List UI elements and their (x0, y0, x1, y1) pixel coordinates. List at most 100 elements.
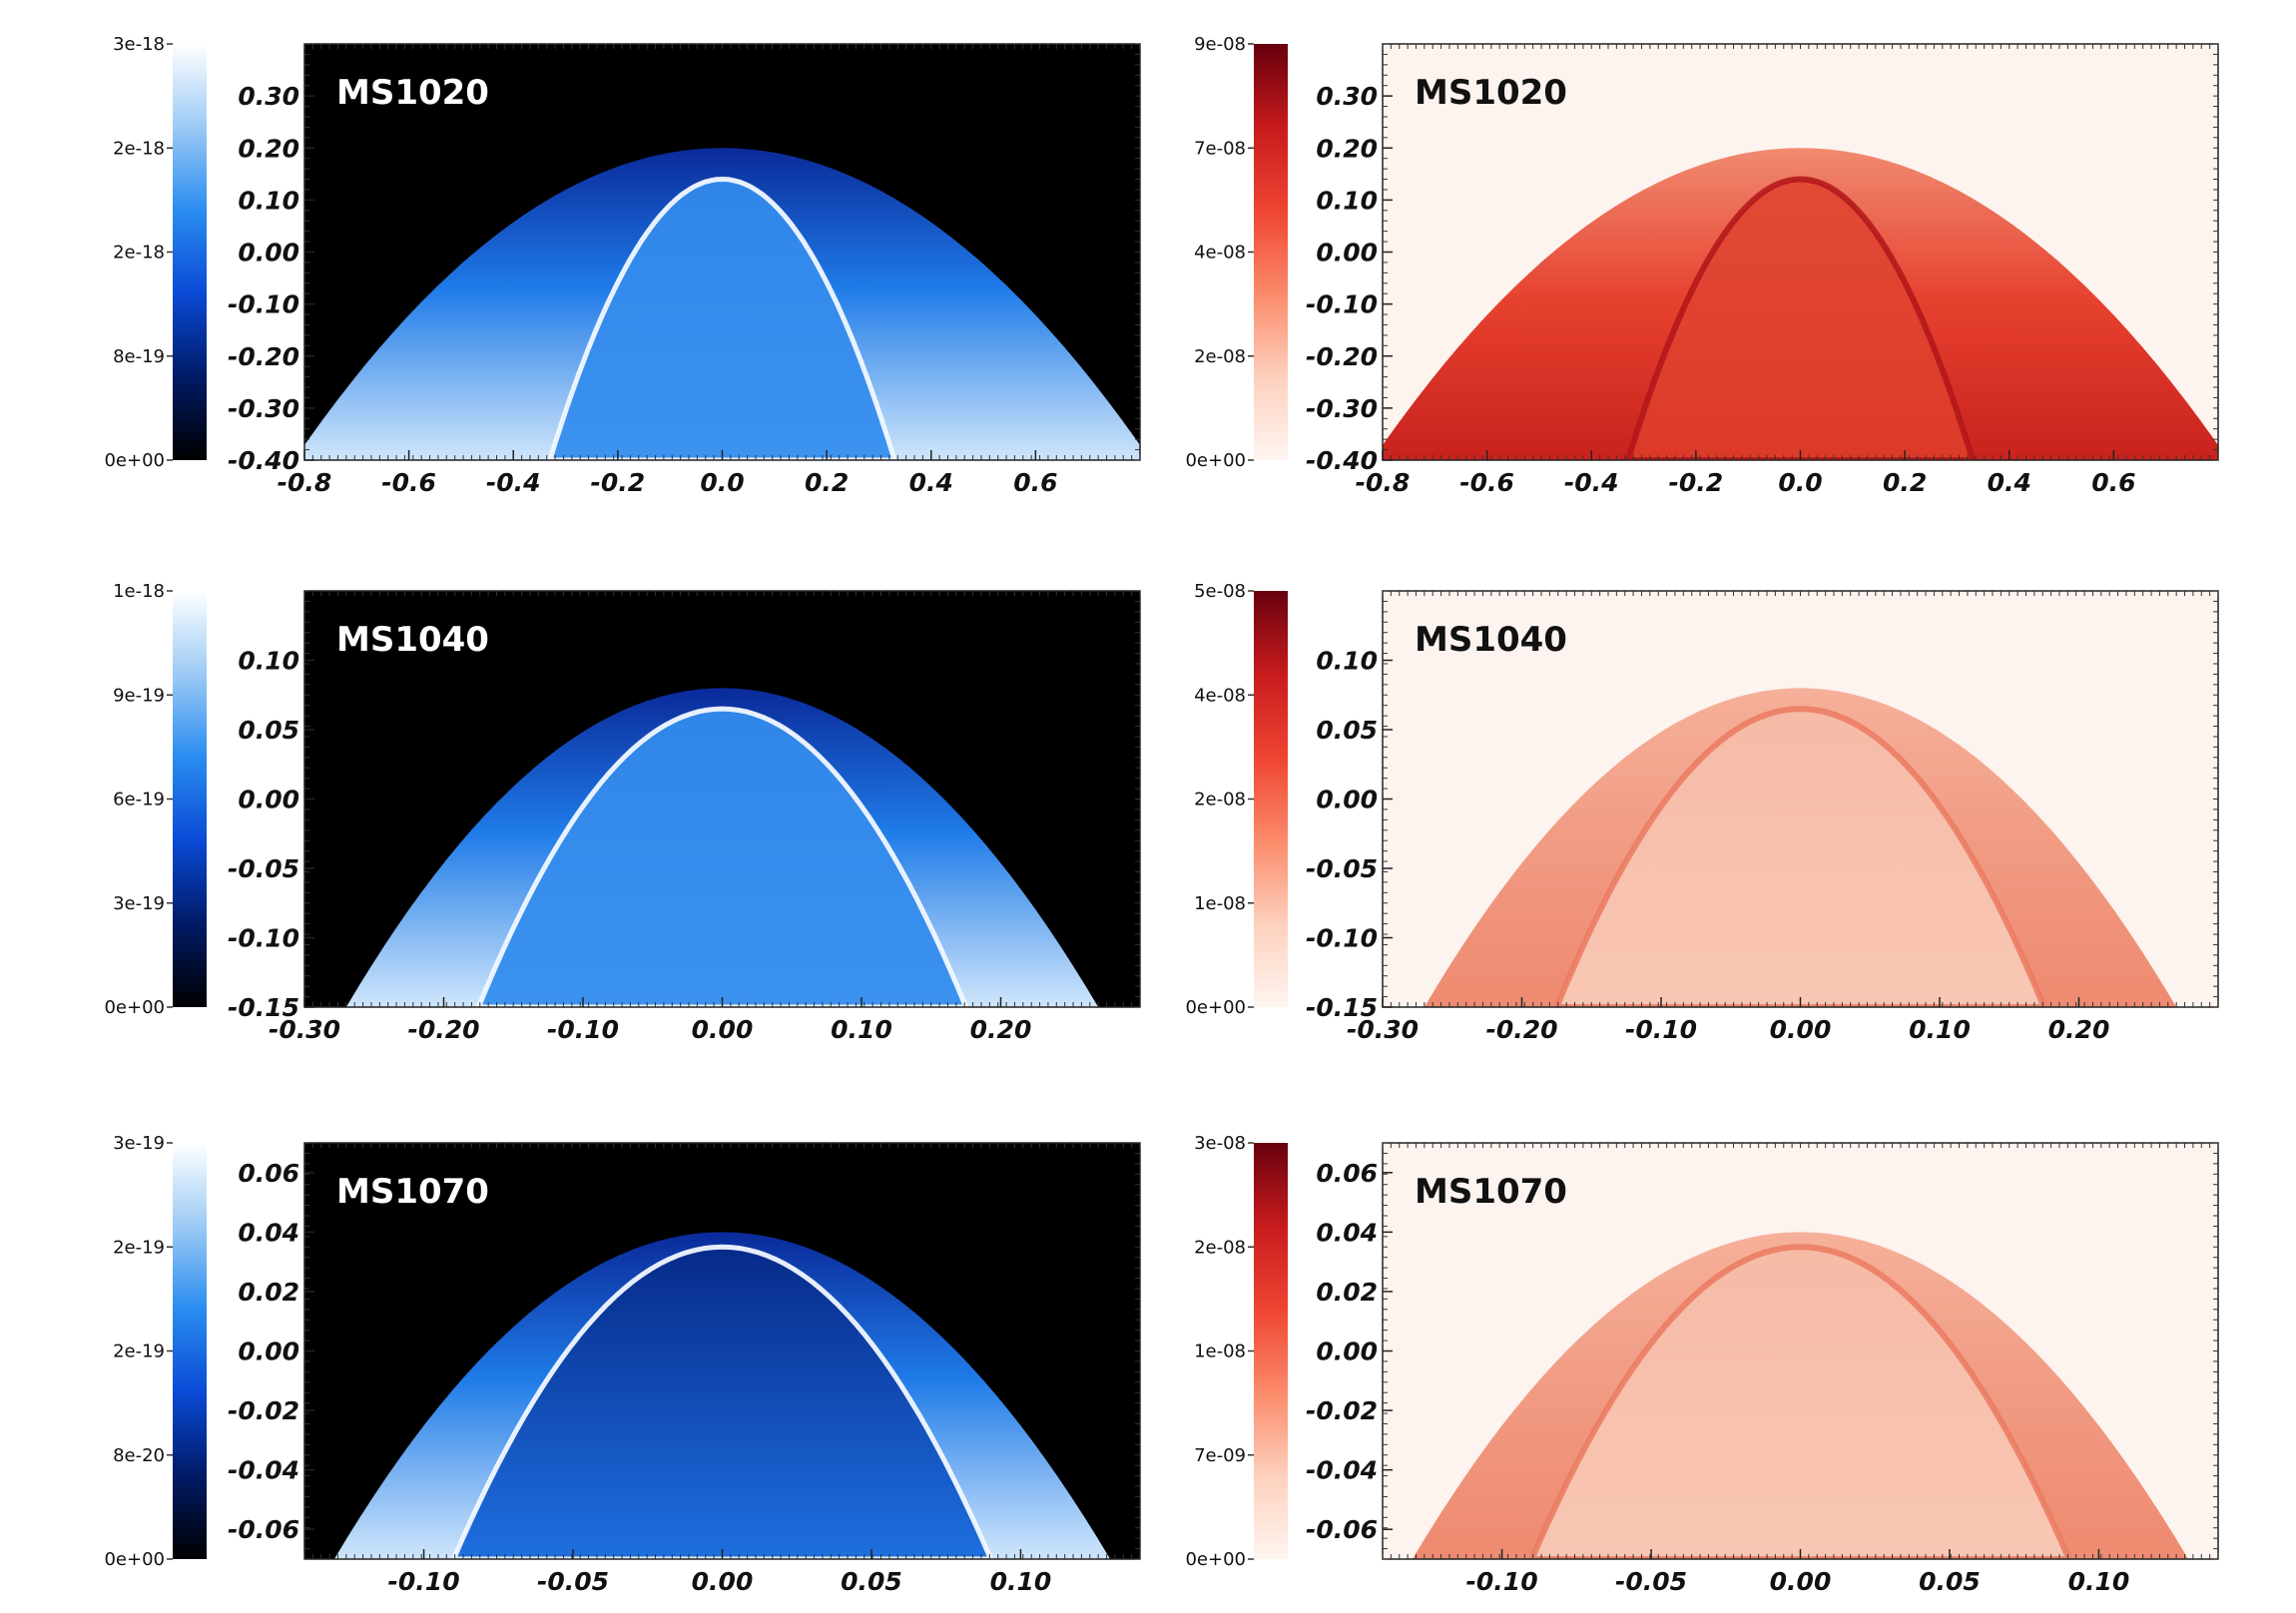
panel-row3-right: 0e+00 7e-09 1e-08 2e-08 3e-08 -0.10 -0.05 0.00 0… (1185, 1133, 2219, 1596)
heatmap-row1-right (1383, 44, 2218, 460)
colorbar-tick-label: 0e+00 (1185, 997, 1246, 1018)
y-tick-label: -0.05 (228, 854, 299, 883)
colorbar-gradient (1254, 1143, 1288, 1559)
x-tick-label: 0.05 (1919, 1567, 1981, 1596)
y-tick-label: 0.04 (1316, 1218, 1378, 1247)
y-tick-label: 0.00 (238, 786, 299, 814)
inner-front (547, 176, 897, 460)
heatmap-row3-right (1383, 1143, 2218, 1559)
x-tick-label: 0.4 (909, 468, 953, 497)
y-tick-label: -0.20 (1306, 342, 1378, 371)
heatmap-row2-right (1383, 591, 2218, 1007)
x-tick-label: -0.30 (1347, 1015, 1419, 1044)
x-tick-label: -0.05 (537, 1567, 609, 1596)
minor-ticks (303, 590, 1141, 1008)
colorbar-tick-label: 8e-20 (113, 1445, 165, 1466)
panel-row1-left: 0e+00 8e-19 2e-18 2e-18 3e-18 -0.8 -0.6 -0.4 -0.… (104, 34, 1141, 497)
y-tick-label: 0.20 (238, 134, 299, 163)
y-tick-label: -0.04 (1306, 1456, 1378, 1485)
colorbar-row3-right: 0e+00 7e-09 1e-08 2e-08 3e-08 (1185, 1133, 1288, 1570)
colorbar-tick-label: 0e+00 (104, 997, 165, 1018)
colorbar-tick-label: 8e-19 (113, 346, 165, 367)
y-tick-label: 0.05 (238, 716, 299, 745)
panel-title: MS1070 (336, 1172, 489, 1212)
x-tick-label: -0.10 (388, 1567, 460, 1596)
colorbar-gradient (173, 44, 207, 460)
colorbar-tick-label: 5e-08 (1194, 581, 1246, 602)
minor-ticks (303, 43, 1141, 461)
y-tick-label: -0.15 (228, 993, 299, 1022)
x-tick-label: -0.2 (591, 468, 646, 497)
heatmap-row2-left (304, 591, 1140, 1007)
colorbar-tick-label: 2e-19 (113, 1342, 165, 1362)
colorbar-tick-label: 9e-08 (1194, 34, 1246, 55)
panel-title: MS1040 (1415, 620, 1567, 660)
x-tick-label: 0.20 (970, 1015, 1032, 1044)
colorbar-row2-right: 0e+00 1e-08 2e-08 4e-08 5e-08 (1185, 581, 1288, 1018)
y-tick-label: -0.05 (1306, 854, 1378, 883)
x-tick-label: 0.20 (2048, 1015, 2110, 1044)
x-tick-label: 0.2 (1883, 468, 1927, 497)
colorbar-tick-label: 3e-19 (113, 1133, 165, 1154)
x-tick-label: -0.20 (1485, 1015, 1557, 1044)
minor-ticks (1382, 590, 2219, 1008)
y-tick-label: -0.30 (1306, 394, 1378, 423)
x-tick-label: -0.6 (381, 468, 436, 497)
y-tick-label: -0.10 (228, 290, 299, 319)
colorbar-tick-label: 2e-19 (113, 1237, 165, 1258)
y-tick-label: -0.02 (1306, 1396, 1378, 1425)
colorbar-row2-left: 0e+00 3e-19 6e-19 9e-19 1e-18 (104, 581, 207, 1018)
inner-front (450, 1244, 994, 1559)
y-tick-label: 0.00 (1316, 239, 1378, 268)
y-tick-label: 0.00 (1316, 786, 1378, 814)
panel-title: MS1040 (336, 620, 489, 660)
inner-front (1624, 176, 1977, 460)
colorbar-row1-left: 0e+00 8e-19 2e-18 2e-18 3e-18 (104, 34, 207, 471)
y-tick-label: -0.10 (228, 924, 299, 953)
y-tick-label: 0.20 (1316, 134, 1378, 163)
inner-front (1528, 1244, 2072, 1559)
y-tick-label: -0.30 (228, 394, 299, 423)
y-tick-label: 0.10 (238, 186, 299, 215)
colorbar-tick-label: 2e-18 (113, 138, 165, 159)
colorbar-tick-label: 0e+00 (104, 1549, 165, 1570)
colorbar-gradient (1254, 591, 1288, 1007)
x-tick-label: 0.00 (1770, 1567, 1832, 1596)
y-tick-label: 0.00 (1316, 1338, 1378, 1366)
y-tick-label: -0.10 (1306, 924, 1378, 953)
y-tick-label: -0.15 (1306, 993, 1378, 1022)
minor-ticks (303, 1142, 1141, 1560)
colorbar-tick-label: 1e-08 (1194, 1342, 1246, 1362)
x-tick-label: 0.10 (2068, 1567, 2130, 1596)
colorbar-tick-label: 1e-18 (113, 581, 165, 602)
colorbar-tick-label: 0e+00 (1185, 1549, 1246, 1570)
colorbar-tick-label: 0e+00 (1185, 450, 1246, 471)
panel-title: MS1070 (1415, 1172, 1567, 1212)
colorbar-tick-label: 0e+00 (104, 450, 165, 471)
colorbar-tick-label: 6e-19 (113, 790, 165, 810)
x-tick-label: 0.10 (990, 1567, 1052, 1596)
x-tick-label: -0.05 (1615, 1567, 1687, 1596)
y-tick-label: -0.10 (1306, 290, 1378, 319)
colorbar-tick-label: 2e-18 (113, 243, 165, 264)
y-tick-label: -0.40 (1306, 446, 1378, 475)
y-tick-label: 0.00 (238, 1338, 299, 1366)
panel-row3-left: 0e+00 8e-20 2e-19 2e-19 3e-19 -0.10 -0.05 0.00 0… (104, 1133, 1141, 1596)
x-tick-label: 0.0 (1778, 468, 1822, 497)
inner-front (475, 706, 969, 1007)
y-tick-label: -0.06 (1306, 1515, 1378, 1544)
x-tick-label: -0.10 (547, 1015, 619, 1044)
x-tick-label: -0.20 (407, 1015, 479, 1044)
colorbar-row3-left: 0e+00 8e-20 2e-19 2e-19 3e-19 (104, 1133, 207, 1570)
colorbar-tick-label: 2e-08 (1194, 790, 1246, 810)
x-tick-label: -0.2 (1669, 468, 1724, 497)
colorbar-tick-label: 3e-19 (113, 893, 165, 914)
colorbar-row1-right: 0e+00 2e-08 4e-08 7e-08 9e-08 (1185, 34, 1288, 471)
x-tick-label: 0.10 (831, 1015, 892, 1044)
x-tick-label: -0.30 (269, 1015, 340, 1044)
colorbar-tick-label: 9e-19 (113, 685, 165, 706)
x-tick-label: -0.10 (1466, 1567, 1538, 1596)
x-tick-label: -0.4 (486, 468, 541, 497)
x-tick-label: 0.00 (692, 1015, 754, 1044)
